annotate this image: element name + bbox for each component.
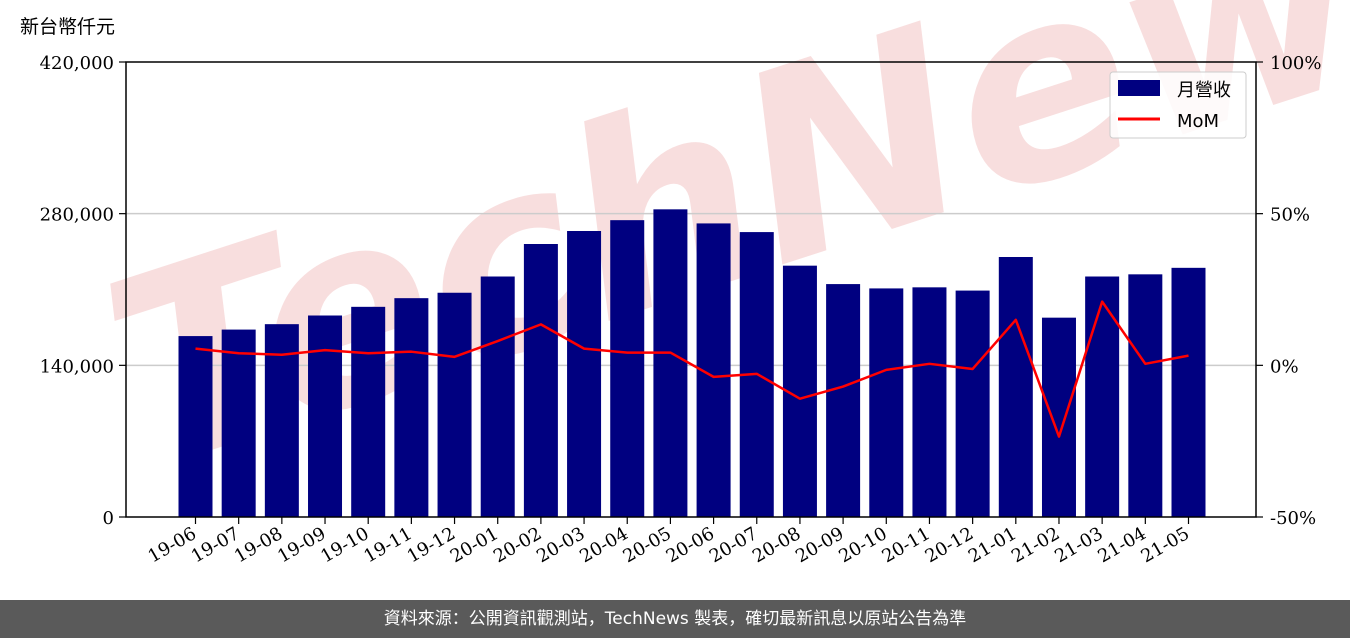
right-tick-label: 50% bbox=[1270, 205, 1310, 226]
line-series bbox=[195, 300, 1189, 438]
bar-20-05 bbox=[653, 209, 688, 518]
bar-20-10 bbox=[869, 288, 904, 517]
footer-source-text: 資料來源：公開資訊觀測站，TechNews 製表，確切最新訊息以原站公告為準 bbox=[383, 609, 967, 629]
x-tick-label: 20-05 bbox=[619, 523, 674, 567]
bar-21-03 bbox=[1085, 276, 1120, 517]
x-axis: 19-0619-0719-0819-0919-1019-1119-1220-01… bbox=[145, 517, 1193, 567]
x-tick-label: 21-01 bbox=[965, 523, 1020, 567]
bar-20-02 bbox=[523, 244, 558, 517]
x-tick-label: 19-06 bbox=[145, 523, 200, 567]
right-tick-label: -50% bbox=[1270, 508, 1316, 529]
x-tick-label: 20-11 bbox=[879, 523, 934, 567]
left-axis: 0 140,000 280,000 420,000 bbox=[40, 53, 126, 529]
bar-20-04 bbox=[610, 220, 645, 517]
x-tick-label: 20-02 bbox=[490, 523, 545, 567]
left-tick-label: 140,000 bbox=[40, 356, 114, 377]
x-tick-label: 21-02 bbox=[1008, 523, 1063, 567]
right-axis: -50% 0% 50% 100% bbox=[1256, 53, 1321, 529]
x-tick-label: 20-03 bbox=[533, 523, 588, 567]
bar-19-12 bbox=[437, 292, 472, 517]
bar-19-07 bbox=[221, 329, 256, 517]
source-footer: 資料來源：公開資訊觀測站，TechNews 製表，確切最新訊息以原站公告為準 bbox=[0, 600, 1350, 638]
bar-19-10 bbox=[351, 306, 386, 517]
x-tick-label: 21-03 bbox=[1051, 523, 1106, 567]
x-tick-label: 20-06 bbox=[663, 523, 718, 567]
legend: 月營收 MoM bbox=[1109, 71, 1247, 139]
legend-line-label: MoM bbox=[1177, 111, 1219, 132]
bar-19-06 bbox=[178, 336, 213, 517]
right-tick-label: 0% bbox=[1270, 356, 1299, 377]
x-tick-label: 20-08 bbox=[749, 523, 804, 567]
bar-21-02 bbox=[1041, 317, 1076, 517]
bar-20-03 bbox=[567, 231, 602, 517]
bar-21-04 bbox=[1128, 274, 1163, 517]
left-tick-label: 280,000 bbox=[40, 205, 114, 226]
legend-bar-swatch bbox=[1118, 80, 1160, 96]
x-tick-label: 19-07 bbox=[188, 523, 243, 567]
left-tick-label: 0 bbox=[103, 508, 114, 529]
bar-19-11 bbox=[394, 298, 429, 517]
bar-series bbox=[178, 209, 1206, 518]
x-tick-label: 19-11 bbox=[360, 523, 415, 567]
left-tick-label: 420,000 bbox=[40, 53, 114, 74]
bar-20-09 bbox=[826, 284, 861, 517]
y-unit-label: 新台幣仟元 bbox=[20, 16, 115, 38]
x-tick-label: 21-04 bbox=[1094, 523, 1149, 567]
mom-line bbox=[195, 300, 1189, 438]
x-tick-label: 20-10 bbox=[835, 523, 890, 567]
x-tick-label: 19-09 bbox=[274, 523, 329, 567]
bar-20-11 bbox=[912, 287, 947, 517]
x-tick-label: 19-10 bbox=[317, 523, 372, 567]
x-tick-label: 20-07 bbox=[706, 523, 761, 567]
right-tick-label: 100% bbox=[1270, 53, 1321, 74]
bar-19-09 bbox=[308, 315, 343, 517]
bar-20-12 bbox=[955, 290, 990, 517]
bar-21-05 bbox=[1171, 267, 1206, 517]
bar-21-01 bbox=[998, 257, 1033, 517]
legend-bar-label: 月營收 bbox=[1177, 80, 1231, 101]
x-tick-label: 19-08 bbox=[231, 523, 286, 567]
x-tick-label: 20-01 bbox=[447, 523, 502, 567]
x-tick-label: 20-04 bbox=[576, 523, 631, 567]
x-tick-label: 20-09 bbox=[792, 523, 847, 567]
x-tick-label: 19-12 bbox=[404, 523, 459, 567]
bar-20-01 bbox=[480, 276, 515, 517]
plot-frame bbox=[125, 61, 1257, 518]
x-tick-label: 21-05 bbox=[1138, 523, 1193, 567]
x-tick-label: 20-12 bbox=[922, 523, 977, 567]
bar-19-08 bbox=[264, 324, 299, 517]
